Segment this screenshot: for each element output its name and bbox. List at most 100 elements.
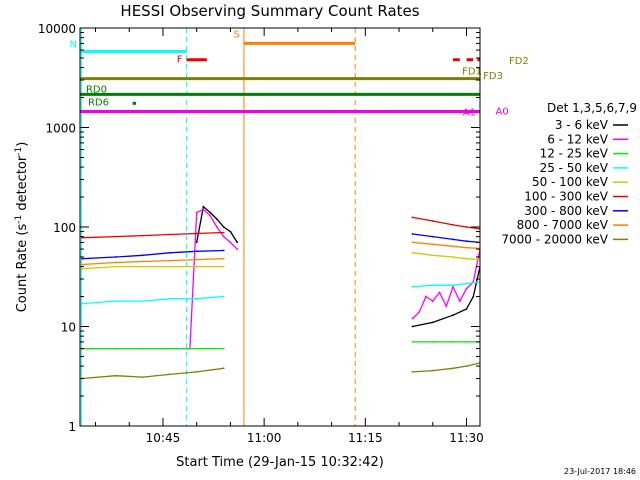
legend-title: Det 1,3,5,6,7,9: [547, 101, 637, 115]
series-2-point-2: [141, 347, 144, 350]
series-5-point-3: [168, 233, 171, 236]
plot-area: N F S FD1 FD2 FD3 RD0 RD6 A1 A0: [70, 28, 529, 426]
series-8-point-8: [431, 369, 434, 372]
series-2-point-3: [168, 347, 171, 350]
series-8-point-5: [222, 367, 225, 370]
series-3-point-4: [195, 297, 198, 300]
series-7-point-7: [411, 241, 414, 244]
y-tick-label-1: 10: [61, 321, 76, 335]
x-axis-label: Start Time (29-Jan-15 10:32:42): [176, 455, 384, 470]
legend-label-6: 300 - 800 keV: [524, 204, 608, 218]
flag-label-a1: A1: [463, 107, 476, 118]
series-4-point-0: [81, 267, 83, 270]
legend-label-7: 800 - 7000 keV: [517, 218, 609, 232]
legend-label-3: 25 - 50 keV: [540, 161, 609, 175]
series-2-point-9: [452, 341, 454, 343]
series-0-point-13: [431, 321, 434, 324]
x-tick-label-0: 10:45: [146, 431, 181, 445]
flag-label-fd2: FD2: [509, 56, 529, 67]
series-1-point-14: [411, 317, 414, 320]
y-axis-label: Count Rate (s-1 detector-1): [14, 142, 30, 313]
series-0-point-15: [465, 308, 468, 310]
series-8-point-3: [168, 373, 171, 376]
series-6-point-7: [411, 233, 414, 235]
series-3-point-10: [465, 282, 468, 285]
series-1-point-15: [418, 311, 421, 313]
series-1-point-7: [202, 208, 205, 211]
series-0-point-16: [472, 295, 475, 298]
flag-label-rd6: RD6: [88, 97, 109, 108]
flag-label-s: S: [234, 29, 240, 40]
series-2-point-8: [431, 341, 434, 343]
series-4-point-2: [141, 265, 144, 268]
series-4-point-9: [452, 256, 454, 258]
series-3-point-8: [431, 284, 434, 287]
series-0-point-7: [216, 218, 218, 221]
series-4-point-3: [168, 265, 171, 268]
series-5-point-7: [411, 216, 414, 219]
timestamp: 23-Jul-2017 18:46: [564, 467, 636, 476]
series-3-point-3: [168, 297, 171, 300]
series-0-point-8: [222, 226, 225, 228]
series-3-point-5: [222, 295, 225, 298]
series-6-point-1: [114, 256, 117, 258]
series-1-point-22: [465, 287, 468, 290]
series-0-point-5: [202, 205, 205, 208]
series-0-point-4: [195, 241, 198, 244]
chart-title: HESSI Observing Summary Count Rates: [120, 2, 419, 20]
series-7-point-3: [168, 259, 171, 262]
series-0-point-14: [452, 314, 454, 317]
series-4-point-8: [431, 254, 434, 257]
series-1-point-11: [229, 241, 232, 244]
series-7-point-9: [452, 245, 454, 248]
series-4-point-10: [465, 257, 468, 260]
y-tick-label-2: 100: [53, 221, 76, 235]
series-6-point-8: [431, 235, 434, 238]
series-5-point-4: [195, 232, 198, 235]
series-2-point-5: [222, 347, 225, 350]
series-3-point-7: [411, 286, 414, 288]
series-8-point-10: [465, 365, 468, 367]
series-6-point-0: [81, 257, 83, 260]
series-6-point-4: [195, 250, 198, 253]
legend-label-0: 3 - 6 keV: [555, 118, 609, 132]
x-tick-label-1: 11:00: [247, 431, 282, 445]
series-1-point-8: [209, 214, 212, 217]
series-5-point-9: [452, 224, 454, 226]
series-7-point-2: [141, 260, 144, 263]
series-1-point-16: [425, 295, 427, 298]
series-5-point-5: [222, 231, 225, 234]
series-7-point-1: [114, 261, 117, 264]
series-6-point-10: [465, 240, 468, 243]
legend-label-8: 7000 - 20000 keV: [501, 232, 608, 246]
series-5-point-2: [141, 234, 144, 237]
series-5-point-8: [431, 220, 434, 222]
series-2-point-7: [411, 341, 414, 343]
series-0-point-9: [229, 230, 232, 233]
series-5-point-10: [465, 226, 468, 228]
series-1-point-10: [222, 235, 225, 238]
series-5-point-0: [81, 236, 83, 239]
flag-label-n: N: [70, 40, 77, 51]
series-7-point-0: [81, 263, 83, 266]
series-3-point-9: [452, 284, 454, 287]
legend-label-4: 50 - 100 keV: [532, 175, 609, 189]
series-1-point-12: [236, 248, 239, 251]
series-6-point-5: [222, 249, 225, 252]
series-8-point-2: [141, 376, 144, 378]
series-7-point-5: [222, 257, 225, 260]
flag-label-rd0: RD0: [86, 84, 107, 95]
y-tick-label-0: 1: [68, 420, 76, 434]
series-5-point-1: [114, 235, 117, 238]
flag-label-f: F: [177, 55, 183, 66]
series-8-point-1: [114, 374, 117, 377]
flag-label-fd3: FD3: [483, 71, 503, 82]
series-4-point-4: [195, 265, 198, 268]
series-7-point-8: [431, 243, 434, 246]
plot-content: [80, 28, 480, 426]
series-7-point-4: [195, 258, 198, 261]
series-6-point-9: [452, 238, 454, 241]
series-2-point-10: [465, 341, 468, 343]
y-tick-label-4: 10000: [38, 22, 76, 36]
